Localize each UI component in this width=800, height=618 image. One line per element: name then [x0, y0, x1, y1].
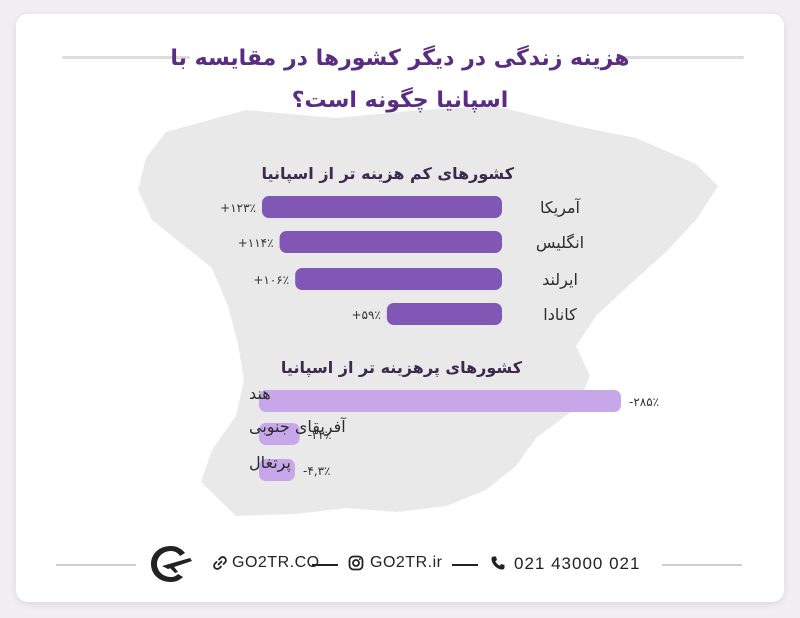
footer-decor-left — [56, 564, 136, 566]
footer-website[interactable]: GO2TR.CO — [232, 554, 320, 571]
low-cost-bar-chart: آمریکا +۱۲۳٪ انگلیس +۱۱۴٪ ایرلند +۱۰۶٪ کانادا +… — [220, 196, 584, 325]
value-label-2: -۴,۳٪ — [303, 464, 330, 478]
link-icon — [213, 556, 227, 570]
footer-instagram[interactable]: GO2TR.ir — [370, 554, 443, 571]
page-title-line2: اسپانیا چگونه است؟ — [291, 88, 509, 113]
page-title-line1: هزینه زندگی در دیگر کشورها در مقایسه با — [170, 46, 630, 71]
instagram-icon — [348, 555, 364, 571]
category-label-1: آفریقای جنوبی — [249, 417, 347, 437]
value-label-1: +۱۱۴٪ — [238, 236, 274, 250]
low-cost-section-title: کشورهای کم هزینه تر از اسپانیا — [261, 164, 514, 183]
value-label-2: +۱۰۶٪ — [253, 273, 289, 287]
airplane-logo-icon — [151, 546, 192, 582]
bar-0 — [262, 196, 502, 218]
value-label-1: -۳۲٪ — [308, 428, 332, 442]
category-label-3: کانادا — [543, 305, 577, 324]
footer-separator-2 — [452, 564, 478, 566]
footer-separator-1 — [312, 564, 338, 566]
high-cost-section-title: کشورهای پرهزینه تر از اسپانیا — [280, 358, 522, 377]
footer-decor-right — [662, 564, 742, 566]
bar-2 — [259, 459, 295, 481]
infographic-card: هزینه زندگی در دیگر کشورها در مقایسه با … — [16, 14, 784, 602]
phone-icon — [491, 556, 505, 570]
category-label-2: ایرلند — [542, 270, 578, 290]
bar-1 — [259, 423, 300, 445]
bar-0 — [259, 390, 621, 412]
category-label-0: آمریکا — [540, 198, 582, 218]
title-decor-left — [62, 56, 190, 59]
footer-phone[interactable]: 021 43000 021 — [514, 554, 641, 573]
title-decor-right — [616, 56, 744, 59]
bar-1 — [279, 231, 502, 253]
bar-3 — [386, 303, 502, 325]
footer: GO2TR.CO GO2TR.ir 021 43000 021 — [16, 544, 784, 584]
value-label-0: -۲۸۵٪ — [629, 395, 659, 409]
category-label-0: هند — [249, 384, 271, 403]
value-label-0: +۱۲۳٪ — [220, 201, 256, 215]
category-label-1: انگلیس — [536, 233, 584, 253]
high-cost-bar-chart: هند -۲۸۵٪ آفریقای جنوبی-۳۲٪ پرتغال -۴,۳٪ — [249, 384, 659, 481]
bar-2 — [295, 268, 502, 290]
category-label-2: پرتغال — [249, 453, 291, 473]
value-label-3: +۵۹٪ — [351, 308, 380, 322]
